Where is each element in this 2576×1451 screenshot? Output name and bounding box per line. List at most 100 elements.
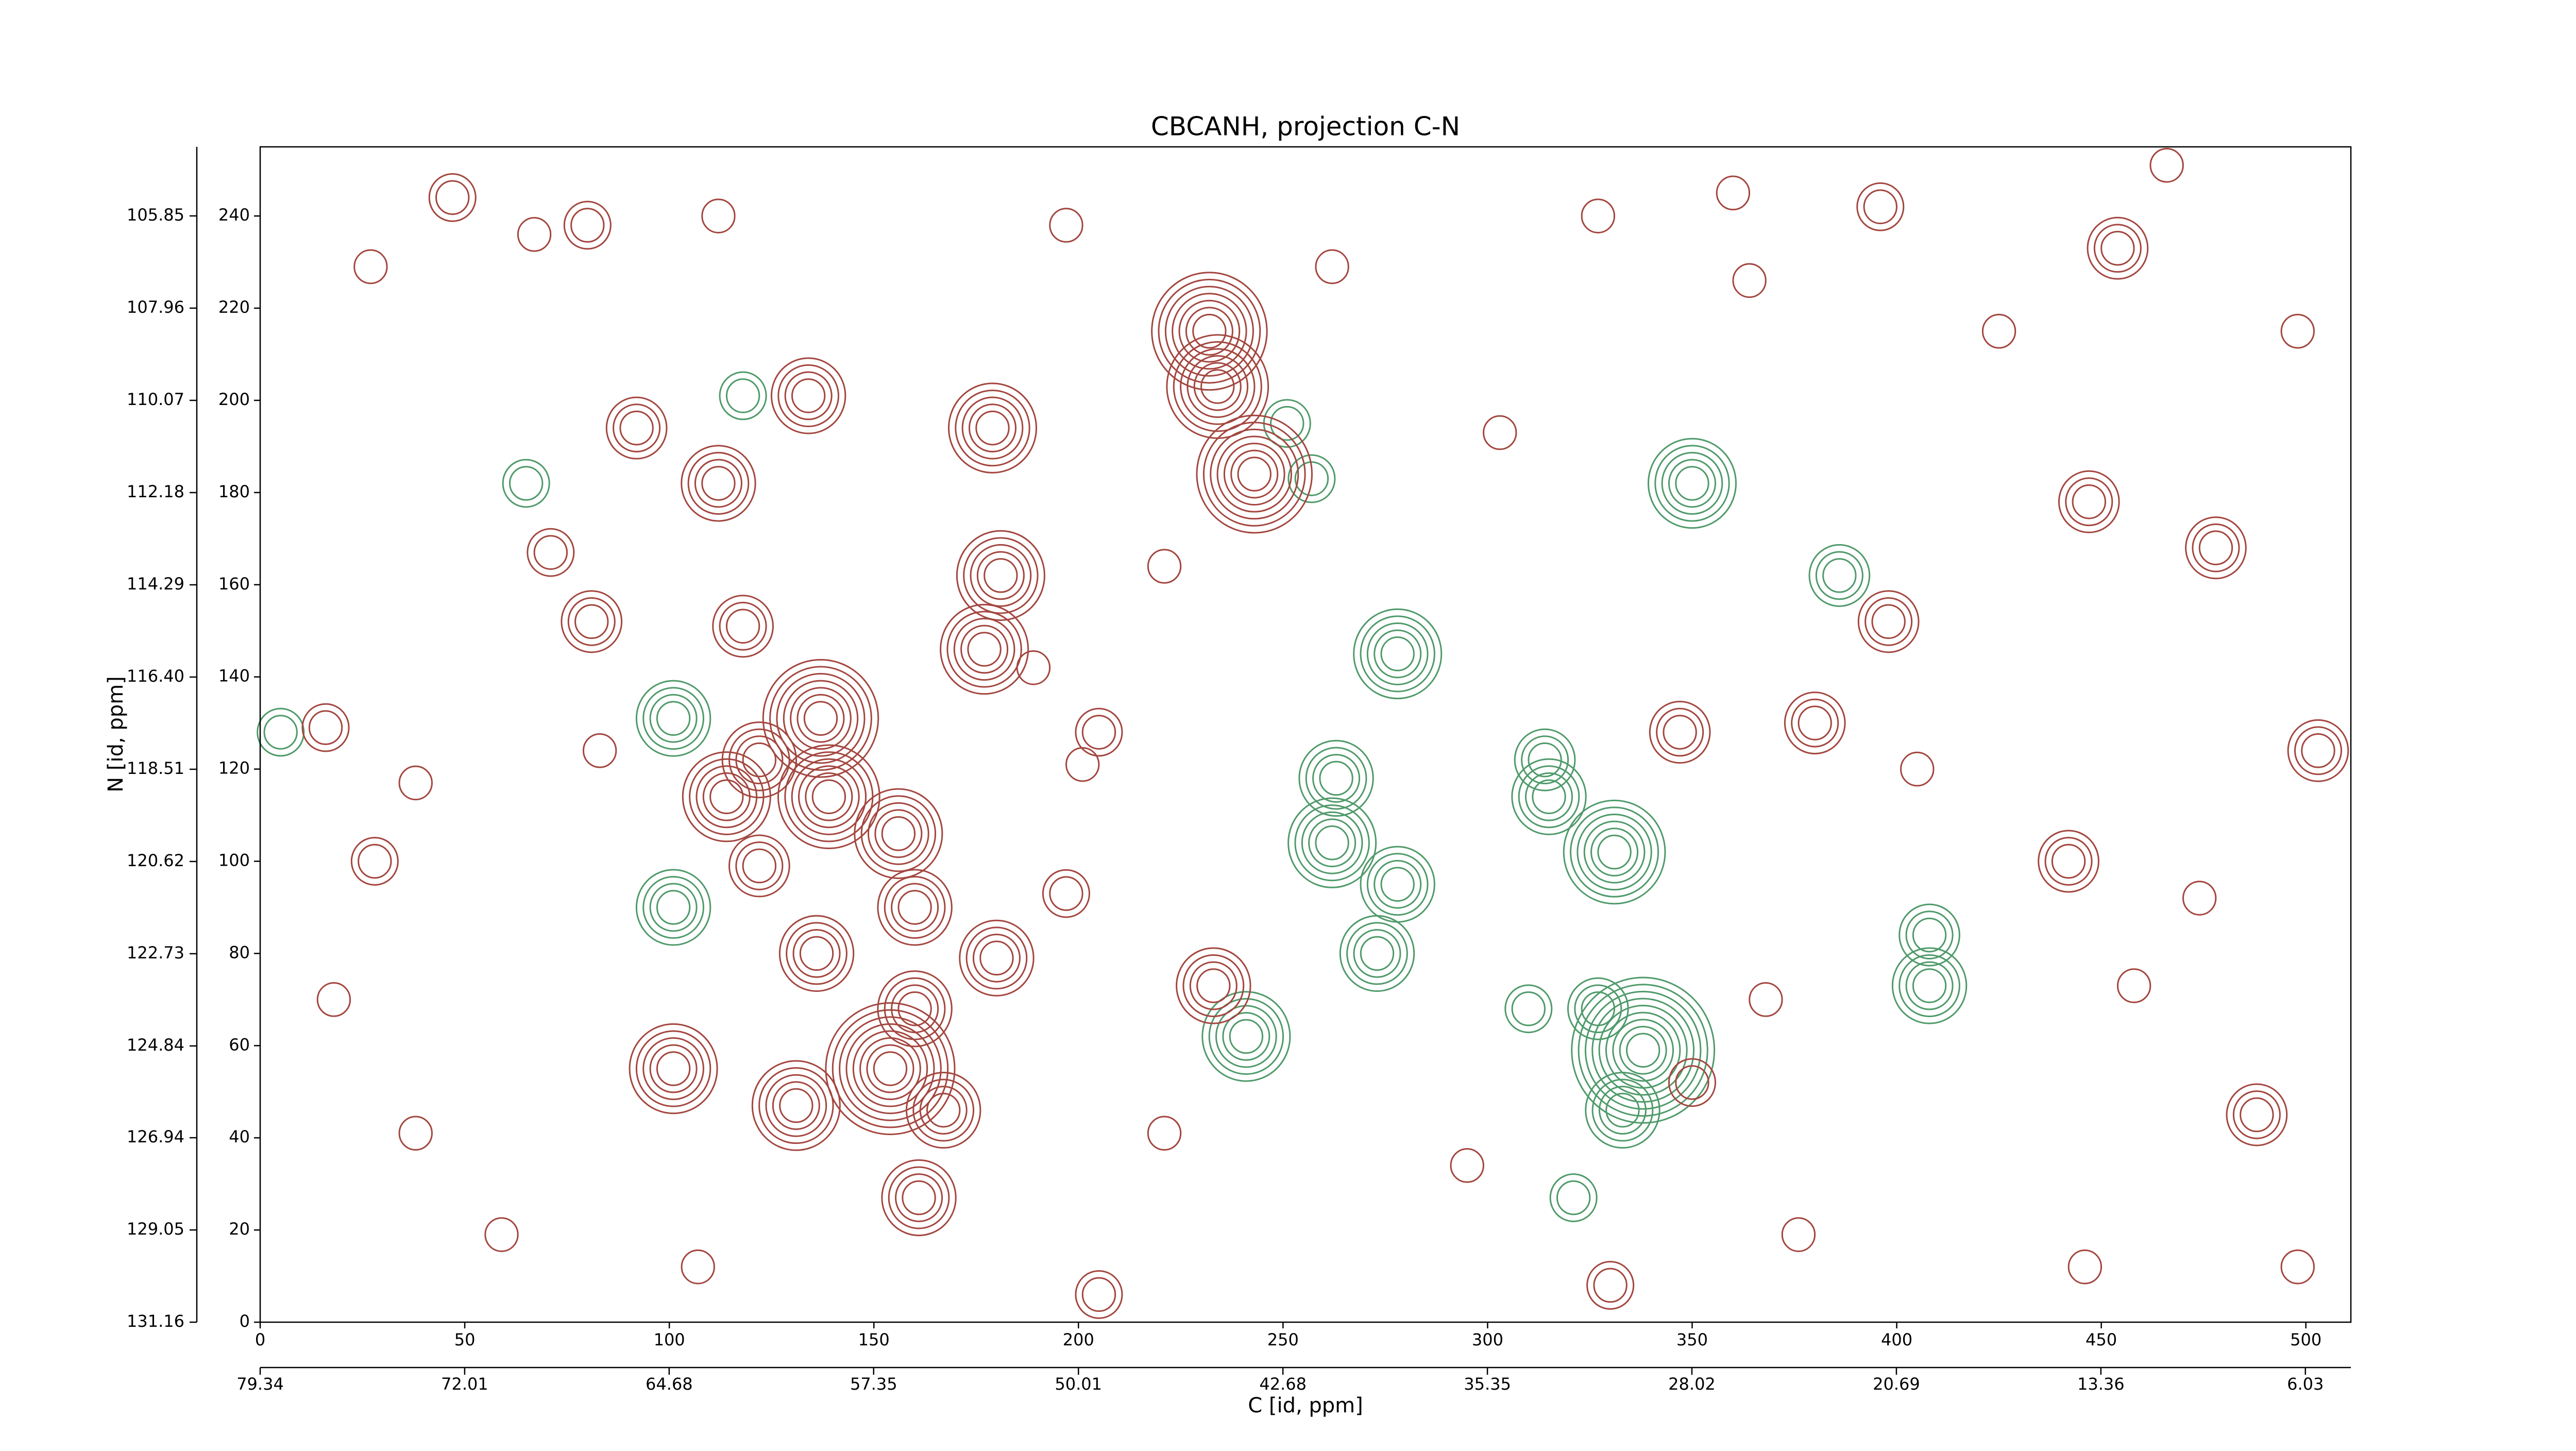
negative-contour — [1675, 466, 1709, 501]
positive-contour — [961, 396, 1024, 460]
positive-contour — [967, 632, 1002, 667]
negative-contour — [1661, 452, 1723, 515]
negative-contour — [1815, 551, 1863, 600]
x2-tick-label: 57.35 — [850, 1374, 897, 1394]
positive-contour — [1784, 691, 1846, 755]
positive-contour — [2067, 1249, 2103, 1285]
positive-contour — [1042, 869, 1090, 918]
positive-contour — [484, 1217, 519, 1252]
positive-contour — [770, 357, 846, 434]
positive-contour — [959, 919, 1035, 997]
positive-contour — [2226, 1083, 2288, 1146]
negative-contour — [1905, 961, 1954, 1010]
positive-contour — [881, 1159, 957, 1237]
positive-contour — [2065, 477, 2113, 527]
positive-contour — [735, 841, 784, 890]
negative-contour — [1518, 765, 1580, 829]
negative-contour — [1380, 867, 1415, 902]
negative-contour — [1570, 806, 1659, 898]
negative-contour — [1668, 459, 1716, 508]
negative-contour — [1808, 544, 1871, 607]
positive-contour — [972, 933, 1021, 983]
x2-tick-label: 20.69 — [1873, 1374, 1920, 1394]
positive-contour — [976, 551, 1025, 600]
negative-contour — [1380, 636, 1415, 671]
positive-contour — [301, 703, 350, 752]
positive-contour — [2038, 830, 2099, 893]
positive-contour — [1185, 307, 1233, 356]
negative-contour — [1222, 1012, 1270, 1061]
positive-contour — [805, 772, 853, 821]
positive-contour — [1200, 369, 1235, 404]
positive-contour — [682, 751, 771, 842]
positive-contour — [1856, 182, 1905, 231]
negative-contour — [1339, 915, 1415, 992]
positive-contour — [1857, 590, 1920, 653]
positive-contour — [845, 1023, 935, 1115]
negative-contour — [1585, 1071, 1660, 1149]
positive-contour — [428, 173, 477, 222]
x2-tick-label: 79.34 — [236, 1374, 284, 1394]
negative-contour — [1612, 1019, 1674, 1082]
positive-contour — [619, 410, 654, 446]
positive-contour — [2185, 516, 2247, 580]
positive-contour — [963, 537, 1039, 614]
positive-contour — [561, 590, 623, 653]
positive-contour — [721, 721, 798, 799]
y2-tick-label: 118.51 — [127, 758, 184, 778]
positive-contour — [517, 217, 552, 252]
x-tick-label: 50 — [454, 1330, 476, 1349]
positive-contour — [877, 970, 953, 1048]
negative-contour — [1549, 1173, 1598, 1222]
positive-contour — [1732, 263, 1767, 298]
positive-contour — [779, 1088, 814, 1123]
positive-contour — [1081, 1277, 1116, 1312]
positive-contour — [762, 659, 879, 778]
positive-contour — [2051, 843, 2086, 879]
positive-contour — [1189, 961, 1238, 1010]
y-tick-label: 120 — [218, 758, 250, 778]
x2-tick-label: 28.02 — [1668, 1374, 1716, 1394]
positive-contour — [884, 875, 946, 939]
negative-contour — [1229, 1019, 1264, 1054]
negative-contour — [1591, 1078, 1654, 1142]
negative-contour — [1625, 1033, 1660, 1068]
negative-contour — [1511, 991, 1546, 1026]
positive-contour — [1192, 314, 1227, 349]
negative-contour — [1312, 754, 1361, 803]
positive-contour — [832, 1009, 949, 1128]
negative-contour — [1366, 853, 1429, 916]
positive-contour — [902, 1180, 936, 1216]
y-tick-label: 100 — [218, 850, 250, 870]
y2-tick-label: 124.84 — [127, 1035, 184, 1055]
chart-title: CBCANH, projection C-N — [1151, 112, 1460, 142]
x2-tick-label: 13.36 — [2077, 1374, 2125, 1394]
positive-contour — [960, 625, 1009, 674]
positive-contour — [719, 601, 767, 651]
negative-contour — [1374, 859, 1422, 909]
positive-contour — [947, 382, 1038, 474]
positive-contour — [1863, 189, 1897, 225]
positive-contour — [891, 883, 939, 932]
positive-contour — [1016, 650, 1051, 685]
positive-contour — [1668, 1058, 1716, 1107]
positive-contour — [649, 1044, 698, 1093]
positive-contour — [852, 1030, 928, 1107]
positive-contour — [877, 869, 953, 946]
positive-contour — [1450, 1148, 1484, 1183]
positive-contour — [803, 701, 838, 736]
negative-contour — [1556, 1180, 1591, 1216]
positive-contour — [687, 452, 750, 515]
negative-contour — [725, 378, 760, 413]
x-tick-label: 0 — [255, 1330, 265, 1349]
positive-contour — [2192, 523, 2240, 572]
positive-contour — [919, 1086, 968, 1135]
positive-contour — [1716, 175, 1751, 211]
y-tick-label: 0 — [240, 1311, 250, 1331]
positive-contour — [811, 779, 846, 815]
positive-contour — [912, 1078, 975, 1142]
positive-contour — [567, 597, 616, 646]
positive-contour — [563, 200, 612, 250]
negative-contour — [1598, 1086, 1647, 1135]
